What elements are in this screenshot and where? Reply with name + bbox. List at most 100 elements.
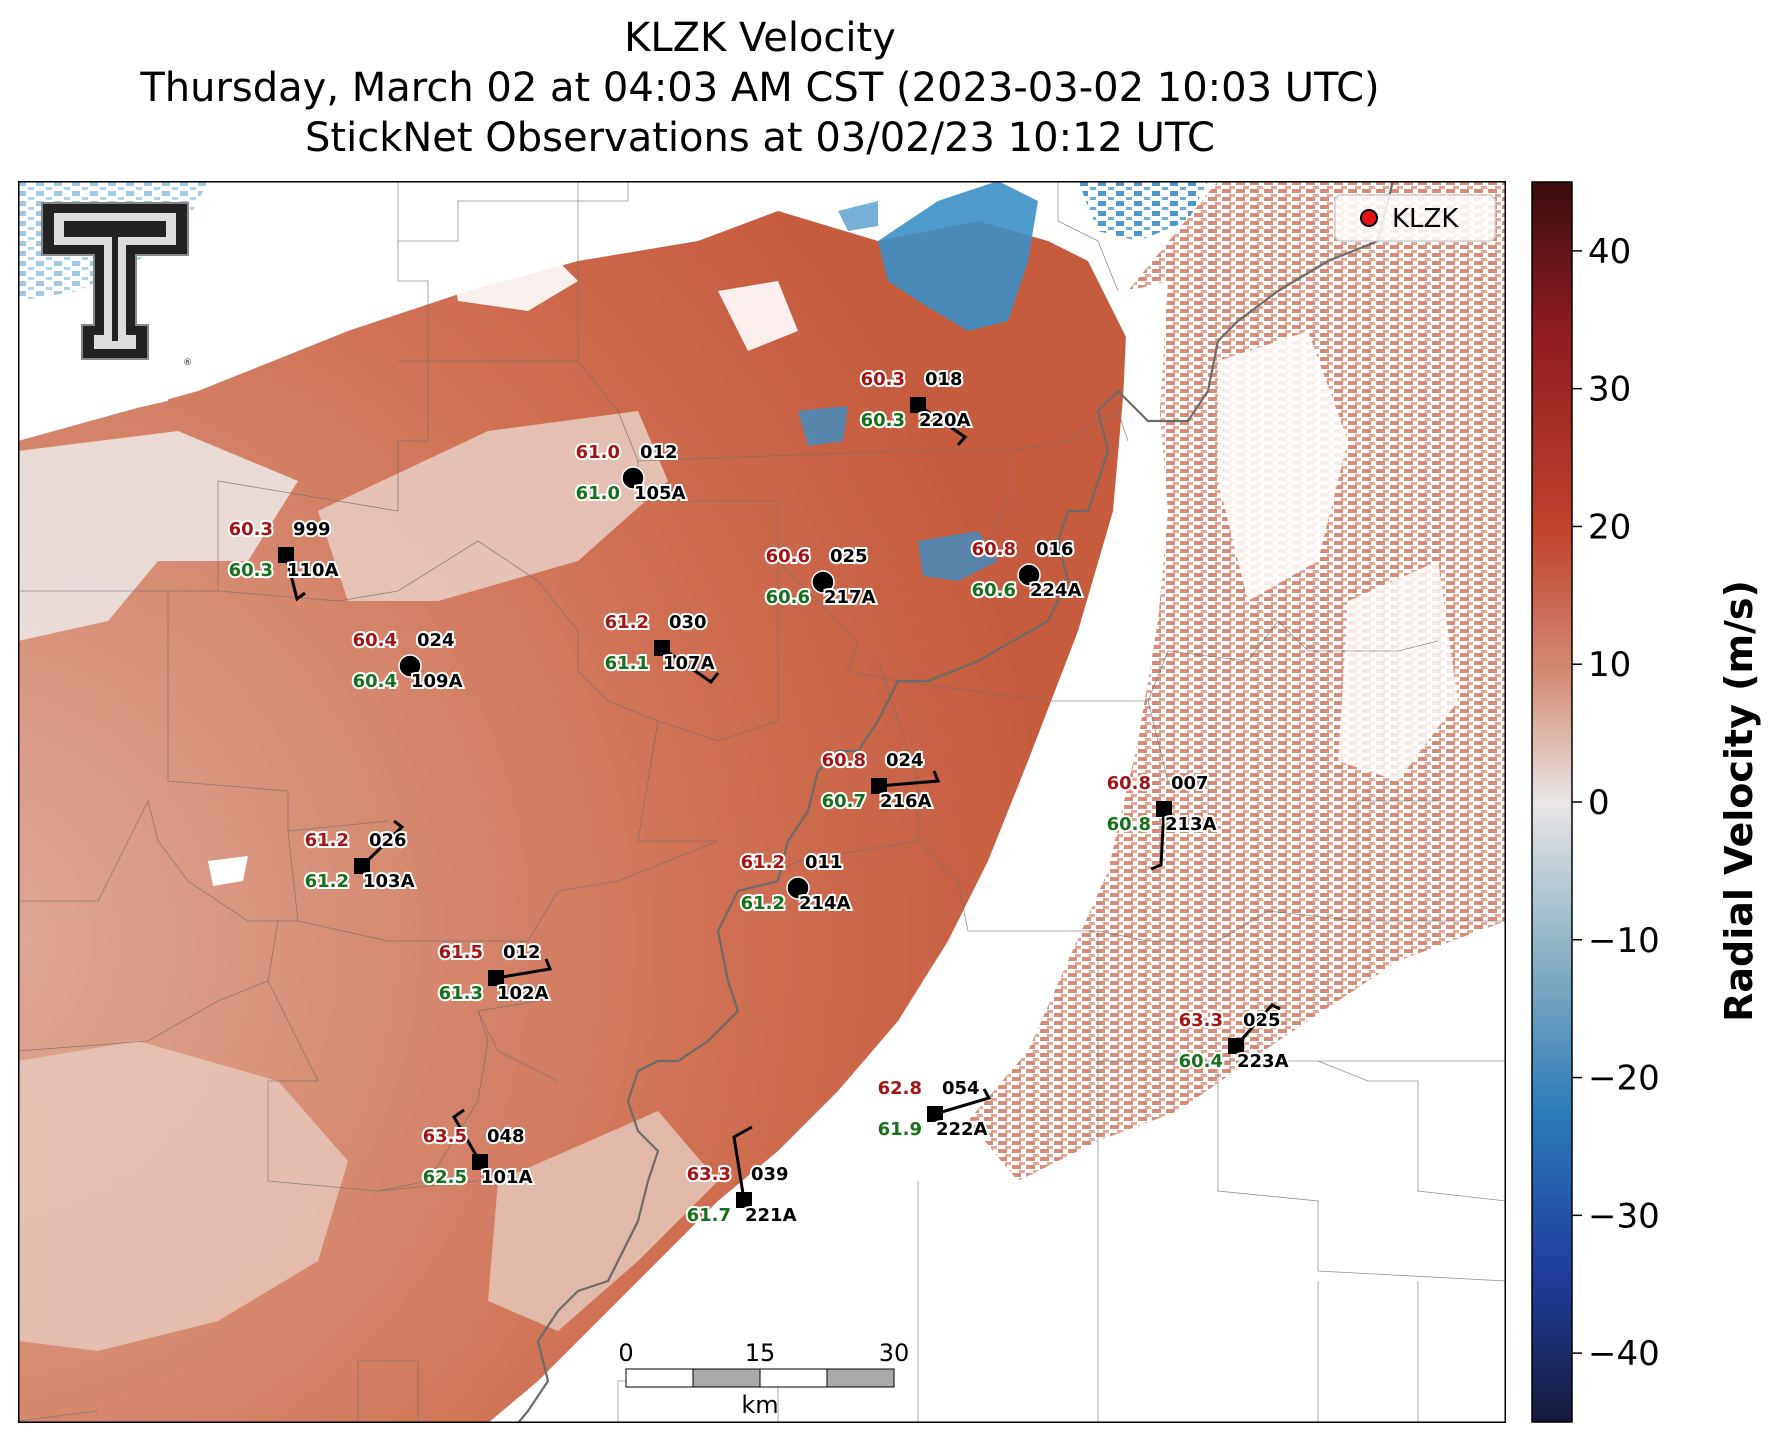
station-214A[interactable]: 61.2 011 61.2 214A: [739, 850, 853, 916]
negative-velocity-patch: [918, 531, 998, 581]
wind-barb-icon: [360, 819, 405, 868]
station-green-value: 61.2: [305, 871, 349, 892]
map-frame: [18, 181, 1506, 1423]
scale-bar: 0 15 30 km: [618, 1339, 909, 1419]
station-red-value: 61.5: [439, 942, 483, 963]
scale-unit: km: [741, 1391, 778, 1419]
station-red-value: 60.8: [972, 539, 1016, 560]
station-square-icon: [736, 1192, 752, 1208]
station-red-value: 60.6: [766, 546, 810, 567]
wind-barb-icon: [284, 554, 306, 602]
station-id: 018: [925, 369, 963, 390]
wind-barb-icon: [1234, 1003, 1281, 1047]
station-name: 216A: [880, 791, 932, 812]
wind-barb-icon: [917, 403, 968, 446]
radar-site-marker-icon: [1360, 209, 1378, 227]
station-red-value: 63.3: [687, 1164, 731, 1185]
station-red-value: 63.3: [1179, 1010, 1223, 1031]
station-221A[interactable]: 63.3 039 61.7 221A: [685, 1125, 799, 1228]
no-echo-area: [208, 856, 248, 886]
station-id: 024: [886, 750, 924, 771]
state-border: [517, 181, 1395, 1423]
wind-barb-icon: [934, 1088, 992, 1116]
station-green-value: 61.2: [741, 893, 785, 914]
title-line-2: Thursday, March 02 at 04:03 AM CST (2023…: [140, 65, 1380, 111]
station-102A[interactable]: 61.5 012 61.3 102A: [437, 940, 553, 1006]
station-name: 101A: [481, 1167, 533, 1188]
station-id: 054: [942, 1078, 980, 1099]
station-id: 012: [503, 942, 541, 963]
station-green-value: 60.8: [1107, 814, 1151, 835]
station-square-icon: [927, 1106, 943, 1122]
station-square-icon: [1156, 801, 1172, 817]
no-echo-area: [448, 241, 578, 311]
station-red-value: 63.5: [423, 1126, 467, 1147]
station-red-value: 60.4: [353, 630, 397, 651]
station-220A[interactable]: 60.3 018 60.3 220A: [859, 367, 973, 446]
colorbar-tick-label: −20: [1588, 1059, 1660, 1099]
wind-barb-icon: [452, 1108, 482, 1163]
legend: KLZK: [1334, 194, 1496, 242]
station-name: 110A: [287, 560, 339, 581]
station-105A[interactable]: 61.0 012 61.0 105A: [574, 440, 688, 506]
near-zero-region: [488, 1111, 718, 1331]
station-222A[interactable]: 62.8 054 61.9 222A: [876, 1076, 992, 1142]
station-red-value: 62.8: [878, 1078, 922, 1099]
station-green-value: 61.3: [439, 983, 483, 1004]
station-223A[interactable]: 63.3 025 60.4 223A: [1177, 1003, 1291, 1074]
velocity-outer-band: [968, 181, 1506, 1181]
colorbar-tick-label: −30: [1588, 1196, 1660, 1236]
svg-text:®: ®: [183, 358, 192, 368]
station-red-value: 61.0: [576, 442, 620, 463]
station-id: 039: [751, 1164, 789, 1185]
station-green-value: 60.4: [353, 671, 397, 692]
scale-tick-15: 15: [745, 1339, 776, 1367]
colorbar-tick-label: −40: [1588, 1334, 1660, 1374]
station-red-value: 60.8: [822, 750, 866, 771]
title-line-1: KLZK Velocity: [624, 15, 896, 61]
scale-tick-30: 30: [879, 1339, 910, 1367]
station-id: 999: [293, 519, 331, 540]
station-id: 026: [369, 830, 407, 851]
station-id: 030: [669, 612, 707, 633]
near-zero-region: [18, 431, 298, 641]
station-circle-icon: [811, 570, 835, 594]
gap-band: [798, 281, 1168, 1231]
station-red-value: 60.3: [861, 369, 905, 390]
station-red-value: 60.3: [229, 519, 273, 540]
station-name: 213A: [1165, 814, 1217, 835]
negative-velocity-patch: [838, 201, 878, 231]
station-square-icon: [871, 778, 887, 794]
station-green-value: 62.5: [423, 1167, 467, 1188]
title-line-3: StickNet Observations at 03/02/23 10:12 …: [305, 115, 1215, 161]
station-101A[interactable]: 63.5 048 62.5 101A: [421, 1108, 535, 1190]
station-square-icon: [910, 397, 926, 413]
station-name: 224A: [1030, 580, 1082, 601]
station-green-value: 60.3: [229, 560, 273, 581]
station-213A[interactable]: 60.8 007 60.8 213A: [1105, 771, 1219, 871]
station-id: 048: [487, 1126, 525, 1147]
station-217A[interactable]: 60.6 025 60.6 217A: [764, 544, 878, 610]
station-id: 025: [830, 546, 868, 567]
station-name: 217A: [824, 587, 876, 608]
colorbar-gradient: [1531, 181, 1573, 1423]
station-name: 220A: [919, 410, 971, 431]
station-square-icon: [278, 547, 294, 563]
station-circle-icon: [398, 654, 422, 678]
station-110A[interactable]: 60.3 999 60.3 110A: [227, 517, 341, 602]
station-103A[interactable]: 61.2 026 61.2 103A: [303, 819, 417, 894]
wind-barb-icon: [661, 646, 720, 685]
station-green-value: 60.4: [1179, 1051, 1223, 1072]
station-id: 025: [1243, 1010, 1281, 1031]
station-id: 011: [805, 852, 843, 873]
station-107A[interactable]: 61.2 030 61.1 107A: [603, 610, 720, 685]
station-green-value: 61.9: [878, 1119, 922, 1140]
station-224A[interactable]: 60.8 016 60.6 224A: [970, 537, 1084, 603]
negative-velocity-patch: [878, 181, 1038, 331]
station-216A[interactable]: 60.8 024 60.7 216A: [820, 748, 941, 814]
no-echo-area: [1218, 331, 1348, 601]
station-109A[interactable]: 60.4 024 60.4 109A: [351, 628, 465, 694]
station-green-value: 60.6: [766, 587, 810, 608]
station-green-value: 60.7: [822, 791, 866, 812]
